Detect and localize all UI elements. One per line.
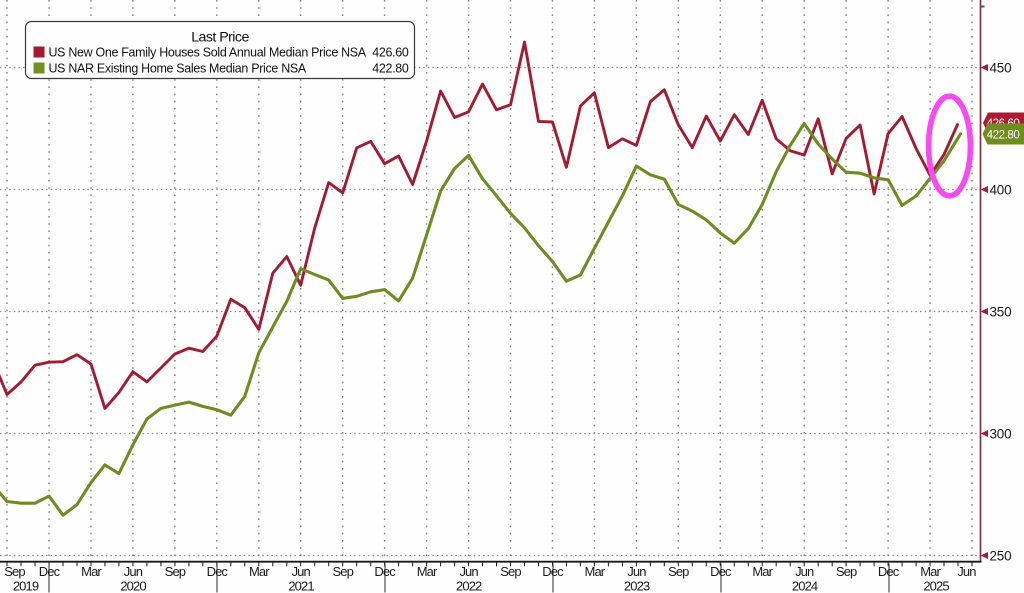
svg-text:2024: 2024 [792, 579, 818, 593]
svg-text:Jun: Jun [957, 564, 976, 579]
svg-text:Sep: Sep [836, 564, 857, 579]
svg-text:250: 250 [990, 548, 1012, 563]
svg-text:Sep: Sep [4, 564, 25, 579]
svg-text:Mar: Mar [81, 564, 102, 579]
svg-text:Dec: Dec [374, 564, 396, 579]
svg-text:Sep: Sep [668, 564, 689, 579]
svg-text:Sep: Sep [165, 564, 186, 579]
svg-text:Jun: Jun [459, 564, 478, 579]
svg-text:2021: 2021 [288, 579, 314, 593]
svg-text:Mar: Mar [417, 564, 438, 579]
svg-text:422.80: 422.80 [987, 128, 1020, 141]
svg-text:450: 450 [990, 60, 1012, 75]
svg-text:2020: 2020 [120, 579, 146, 593]
svg-text:300: 300 [990, 426, 1012, 441]
svg-text:Dec: Dec [878, 564, 900, 579]
svg-text:Sep: Sep [500, 564, 521, 579]
svg-text:2023: 2023 [624, 579, 650, 593]
svg-text:Dec: Dec [39, 564, 61, 579]
svg-text:Mar: Mar [585, 564, 606, 579]
svg-text:Dec: Dec [542, 564, 564, 579]
svg-text:Mar: Mar [752, 564, 773, 579]
svg-text:Mar: Mar [249, 564, 270, 579]
svg-text:Dec: Dec [710, 564, 732, 579]
svg-text:422.80: 422.80 [372, 62, 409, 76]
svg-text:Jun: Jun [292, 564, 311, 579]
svg-text:2019: 2019 [13, 579, 39, 593]
svg-text:Last Price: Last Price [191, 30, 249, 46]
svg-text:2025: 2025 [923, 579, 949, 593]
svg-text:2022: 2022 [456, 579, 482, 593]
svg-text:350: 350 [990, 304, 1012, 319]
svg-text:Jun: Jun [124, 564, 143, 579]
svg-text:Mar: Mar [920, 564, 941, 579]
svg-text:US NAR Existing Home Sales Med: US NAR Existing Home Sales Median Price … [49, 62, 307, 76]
svg-text:Sep: Sep [332, 564, 353, 579]
svg-text:Jun: Jun [795, 564, 814, 579]
svg-text:Jun: Jun [627, 564, 646, 579]
svg-text:426.60: 426.60 [372, 46, 409, 60]
svg-text:Dec: Dec [207, 564, 229, 579]
svg-text:US New One Family Houses Sold: US New One Family Houses Sold Annual Med… [49, 46, 367, 60]
svg-text:400: 400 [990, 182, 1012, 197]
